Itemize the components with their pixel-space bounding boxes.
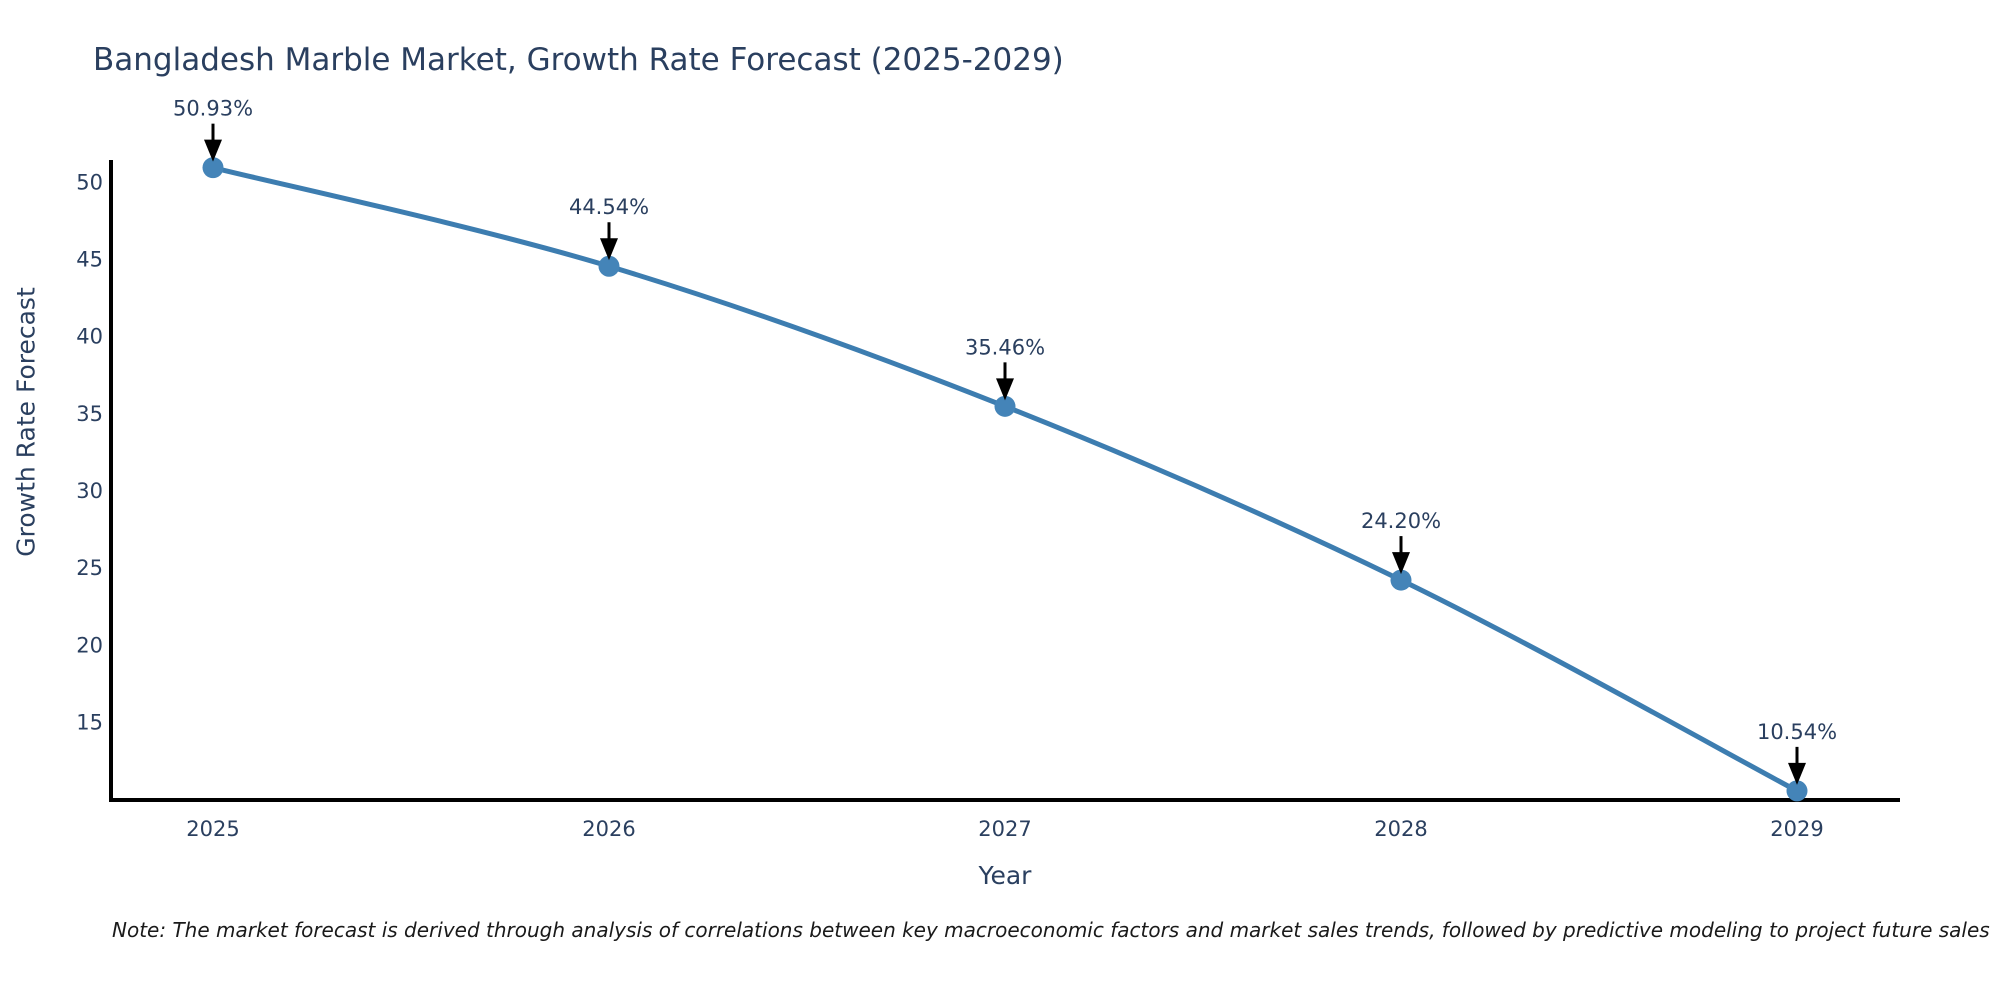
data-point-marker xyxy=(1786,780,1808,802)
data-point-marker xyxy=(202,157,224,179)
x-tick-label: 2029 xyxy=(1770,817,1823,841)
y-tick-label: 50 xyxy=(76,170,103,194)
y-tick-label: 20 xyxy=(76,633,103,657)
data-point-marker xyxy=(994,395,1016,417)
annotation-label: 24.20% xyxy=(1361,509,1441,533)
data-point-marker xyxy=(598,255,620,277)
annotation-label: 44.54% xyxy=(569,195,649,219)
annotation-arrowhead xyxy=(996,378,1014,401)
y-tick-label: 35 xyxy=(76,402,103,426)
y-axis-title: Growth Rate Forecast xyxy=(11,287,41,557)
footnote: Note: The market forecast is derived thr… xyxy=(112,918,1990,942)
annotation-label: 10.54% xyxy=(1757,720,1837,744)
x-tick-label: 2025 xyxy=(186,817,239,841)
annotation-arrowhead xyxy=(204,139,222,162)
y-tick-label: 25 xyxy=(76,556,103,580)
series-line xyxy=(210,165,1800,794)
x-axis-title: Year xyxy=(978,861,1032,890)
annotation-arrowhead xyxy=(1392,552,1410,575)
x-tick-label: 2027 xyxy=(978,817,1031,841)
annotation-arrowhead xyxy=(1788,762,1806,785)
x-tick-label: 2026 xyxy=(582,817,635,841)
annotation-label: 50.93% xyxy=(173,97,253,121)
y-tick-label: 15 xyxy=(76,710,103,734)
annotation-label: 35.46% xyxy=(965,335,1045,359)
x-tick-label: 2028 xyxy=(1374,817,1427,841)
annotation-arrowhead xyxy=(600,238,618,261)
y-tick-label: 30 xyxy=(76,479,103,503)
y-tick-label: 45 xyxy=(76,248,103,272)
data-point-marker xyxy=(1390,569,1412,591)
y-tick-label: 40 xyxy=(76,325,103,349)
chart-title: Bangladesh Marble Market, Growth Rate Fo… xyxy=(93,42,1064,78)
